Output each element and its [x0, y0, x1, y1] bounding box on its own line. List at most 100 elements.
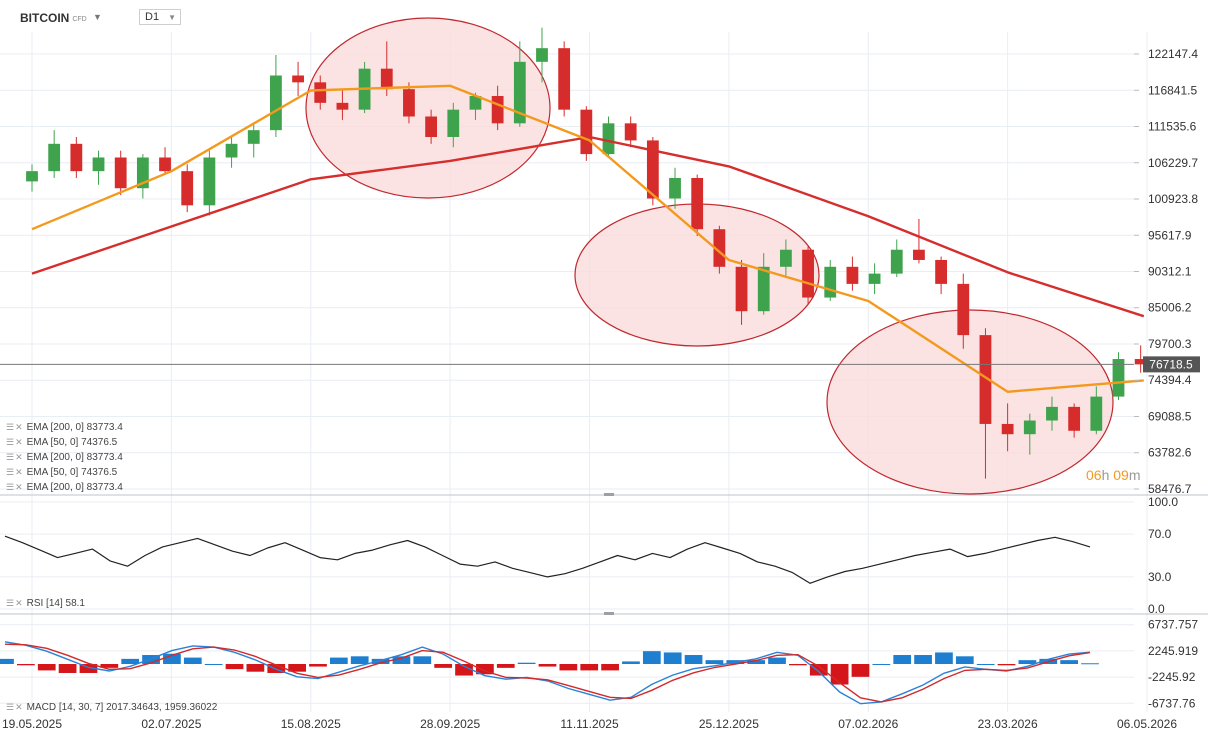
indicator-settings-icon[interactable]: ☰✕: [6, 452, 24, 462]
timeframe-dropdown[interactable]: D1 ▼: [139, 9, 181, 25]
candle: [757, 266, 770, 312]
indicator-legend-item[interactable]: ☰✕ EMA [50, 0] 74376.5: [6, 435, 123, 450]
macd-histogram-bar: [163, 653, 181, 664]
symbol-dropdown-caret-icon[interactable]: ▼: [93, 12, 102, 22]
y-axis-tick-label: 116841.5: [1148, 83, 1197, 97]
macd-histogram: [0, 651, 1099, 685]
rsi-legend[interactable]: ☰✕ RSI [14] 58.1: [6, 596, 85, 611]
candle: [491, 95, 504, 124]
indicator-legend-label: EMA [200, 0] 83773.4: [26, 452, 123, 463]
candle: [979, 335, 992, 424]
indicator-legend-label: EMA [50, 0] 74376.5: [26, 437, 118, 448]
macd-histogram-bar: [350, 656, 369, 664]
candle: [26, 171, 38, 182]
y-axis-tick-label: 122147.4: [1148, 47, 1198, 61]
macd-histogram-bar: [935, 652, 953, 664]
candle: [469, 95, 482, 110]
highlight-ellipse: [826, 309, 1114, 495]
macd-histogram-bar: [288, 664, 306, 672]
candle: [292, 75, 304, 83]
candle: [580, 109, 593, 155]
candle: [447, 109, 460, 137]
indicator-settings-icon[interactable]: ☰✕: [6, 598, 24, 608]
candle: [935, 259, 948, 284]
macd-histogram-bar: [0, 658, 14, 664]
candle: [1134, 359, 1147, 365]
macd-histogram-bar: [1018, 660, 1037, 664]
y-axis-tick-label: 90312.1: [1148, 264, 1192, 278]
candle: [669, 177, 681, 199]
macd-histogram-bar: [329, 657, 348, 664]
countdown-part: 09: [1109, 467, 1129, 483]
candle: [824, 266, 837, 298]
symbol-selector[interactable]: BITCOIN CFD: [20, 11, 87, 25]
macd-legend-label: MACD [14, 30, 7] 2017.34643, 1959.36022: [26, 702, 218, 713]
macd-histogram-bar: [496, 664, 515, 668]
countdown-part: 06: [1086, 467, 1102, 483]
candle: [1112, 359, 1125, 397]
macd-histogram-bar: [79, 664, 98, 673]
timeframe-label: D1: [145, 11, 160, 23]
indicator-settings-icon[interactable]: ☰✕: [6, 422, 24, 432]
macd-histogram-bar: [1081, 663, 1099, 665]
macd-histogram-bar: [517, 662, 536, 664]
candle: [203, 157, 216, 206]
ema200-line: [31, 135, 1145, 318]
rsi-y-tick-label: 0.0: [1148, 602, 1165, 616]
indicator-legend-item[interactable]: ☰✕ EMA [200, 0] 83773.4: [6, 450, 123, 465]
candle: [159, 157, 171, 172]
macd-histogram-bar: [16, 664, 35, 666]
candle: [48, 143, 61, 172]
macd-histogram-bar: [246, 664, 265, 672]
macd-histogram-bar: [58, 664, 77, 673]
indicator-settings-icon[interactable]: ☰✕: [6, 702, 24, 712]
indicator-settings-icon[interactable]: ☰✕: [6, 482, 24, 492]
macd-histogram-bar: [851, 664, 870, 677]
candle: [624, 123, 637, 141]
macd-histogram-bar: [893, 655, 912, 664]
x-axis-tick-label: 28.09.2025: [420, 717, 480, 731]
candle: [1046, 406, 1058, 421]
rsi-y-tick-label: 70.0: [1148, 527, 1172, 541]
candle: [513, 61, 526, 124]
indicator-settings-icon[interactable]: ☰✕: [6, 437, 24, 447]
pane-resize-handle: [604, 612, 614, 615]
macd-y-tick-label: -6737.76: [1148, 696, 1196, 710]
timeframe-dropdown-caret-icon: ▼: [168, 13, 176, 22]
current-price-label-bg: [1143, 356, 1200, 373]
candle: [403, 89, 415, 117]
candle: [425, 116, 438, 137]
indicator-legend-item[interactable]: ☰✕ EMA [50, 0] 74376.5: [6, 465, 123, 480]
candle: [890, 249, 903, 274]
indicator-legend-item[interactable]: ☰✕ EMA [200, 0] 83773.4: [6, 420, 123, 435]
countdown-part: h: [1102, 467, 1110, 483]
candle: [691, 177, 704, 230]
candle: [114, 157, 127, 189]
indicator-legend-item[interactable]: ☰✕ EMA [200, 0] 83773.4: [6, 480, 123, 495]
candle: [92, 157, 105, 172]
macd-histogram-bar: [997, 664, 1016, 666]
macd-histogram-bar: [371, 658, 390, 664]
macd-histogram-bar: [872, 664, 891, 665]
x-axis-tick-label: 25.12.2025: [699, 717, 759, 731]
candle: [270, 75, 282, 131]
indicator-settings-icon[interactable]: ☰✕: [6, 467, 24, 477]
ema50-line: [31, 84, 1144, 393]
candle: [558, 48, 571, 110]
countdown-part: m: [1129, 467, 1141, 483]
macd-histogram-bar: [809, 664, 828, 676]
candle: [336, 102, 349, 110]
macd-histogram-bar: [914, 655, 932, 664]
candle: [536, 48, 548, 62]
macd-y-tick-label: 2245.919: [1148, 644, 1198, 658]
macd-histogram-bar: [434, 664, 453, 668]
x-axis-tick-label: 15.08.2025: [281, 717, 341, 731]
candle: [1023, 420, 1036, 435]
y-axis-tick-label: 79700.3: [1148, 337, 1192, 351]
macd-histogram-bar: [955, 656, 974, 664]
pane-resize-handle: [604, 493, 614, 496]
x-axis-tick-label: 19.05.2025: [2, 717, 62, 731]
macd-legend[interactable]: ☰✕ MACD [14, 30, 7] 2017.34643, 1959.3602…: [6, 700, 217, 715]
candle: [602, 123, 615, 155]
